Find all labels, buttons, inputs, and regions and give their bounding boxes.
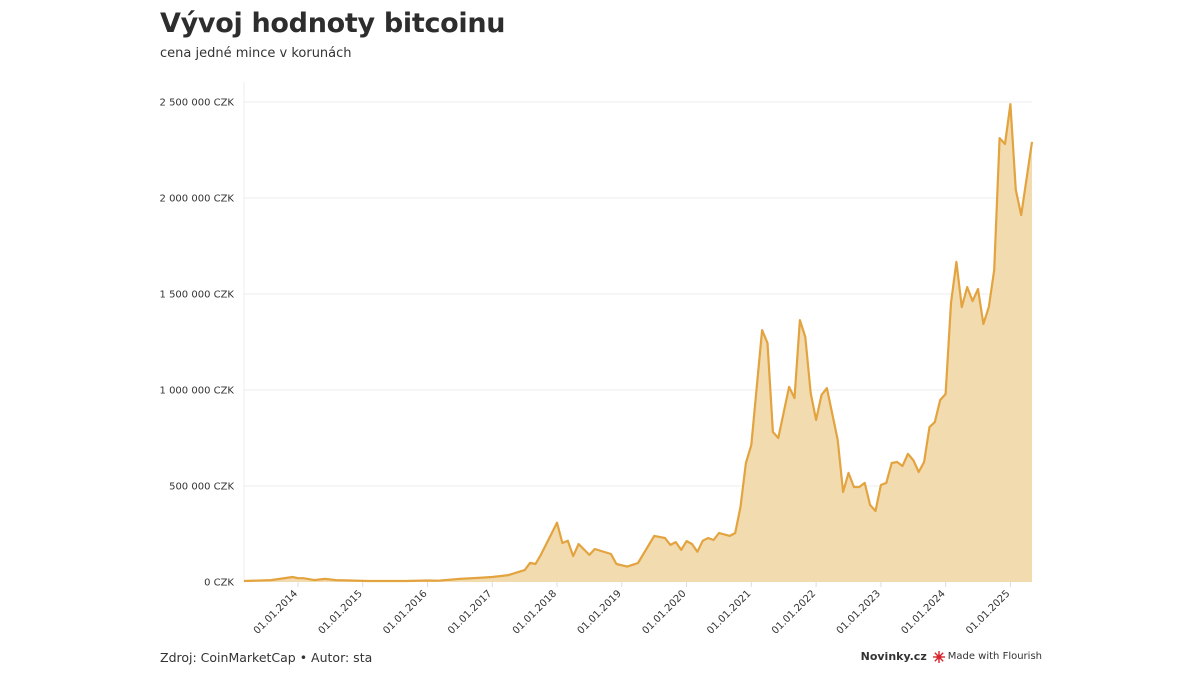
x-tick-label: 01.01.2015 (317, 588, 365, 636)
x-tick-label: 01.01.2023 (835, 588, 883, 636)
source-credit: Zdroj: CoinMarketCap • Autor: sta (160, 650, 373, 665)
x-tick-label: 01.01.2019 (576, 588, 624, 636)
series-line (243, 103, 1034, 583)
flourish-link[interactable]: Made with Flourish (932, 650, 1042, 663)
novinky-logo[interactable]: Novinky.cz (860, 650, 927, 663)
x-tick-label: 01.01.2017 (446, 588, 494, 636)
x-tick-label: 01.01.2014 (252, 588, 300, 636)
footer-branding: Novinky.cz Made with Flourish (861, 650, 1042, 663)
flourish-label: Made with Flourish (947, 651, 1042, 662)
x-tick-label: 01.01.2022 (770, 588, 818, 636)
x-tick-label: 01.01.2024 (899, 588, 947, 636)
x-tick-label: 01.01.2021 (705, 588, 753, 636)
x-tick-label: 01.01.2020 (640, 588, 688, 636)
chart-title: Vývoj hodnoty bitcoinu (160, 8, 506, 39)
chart-subtitle: cena jedné mince v korunách (160, 46, 352, 61)
x-tick-label: 01.01.2025 (964, 588, 1012, 636)
y-tick-label: 2 500 000 CZK (160, 98, 235, 109)
y-tick-label: 0 CZK (204, 578, 234, 589)
area-fill (244, 104, 1032, 582)
y-tick-label: 1 500 000 CZK (160, 290, 235, 301)
y-tick-label: 500 000 CZK (169, 482, 234, 493)
y-tick-label: 2 000 000 CZK (160, 194, 235, 205)
y-tick-label: 1 000 000 CZK (160, 386, 235, 397)
x-tick-label: 01.01.2016 (381, 588, 429, 636)
x-tick-label: 01.01.2018 (511, 588, 559, 636)
flourish-icon (932, 650, 945, 663)
